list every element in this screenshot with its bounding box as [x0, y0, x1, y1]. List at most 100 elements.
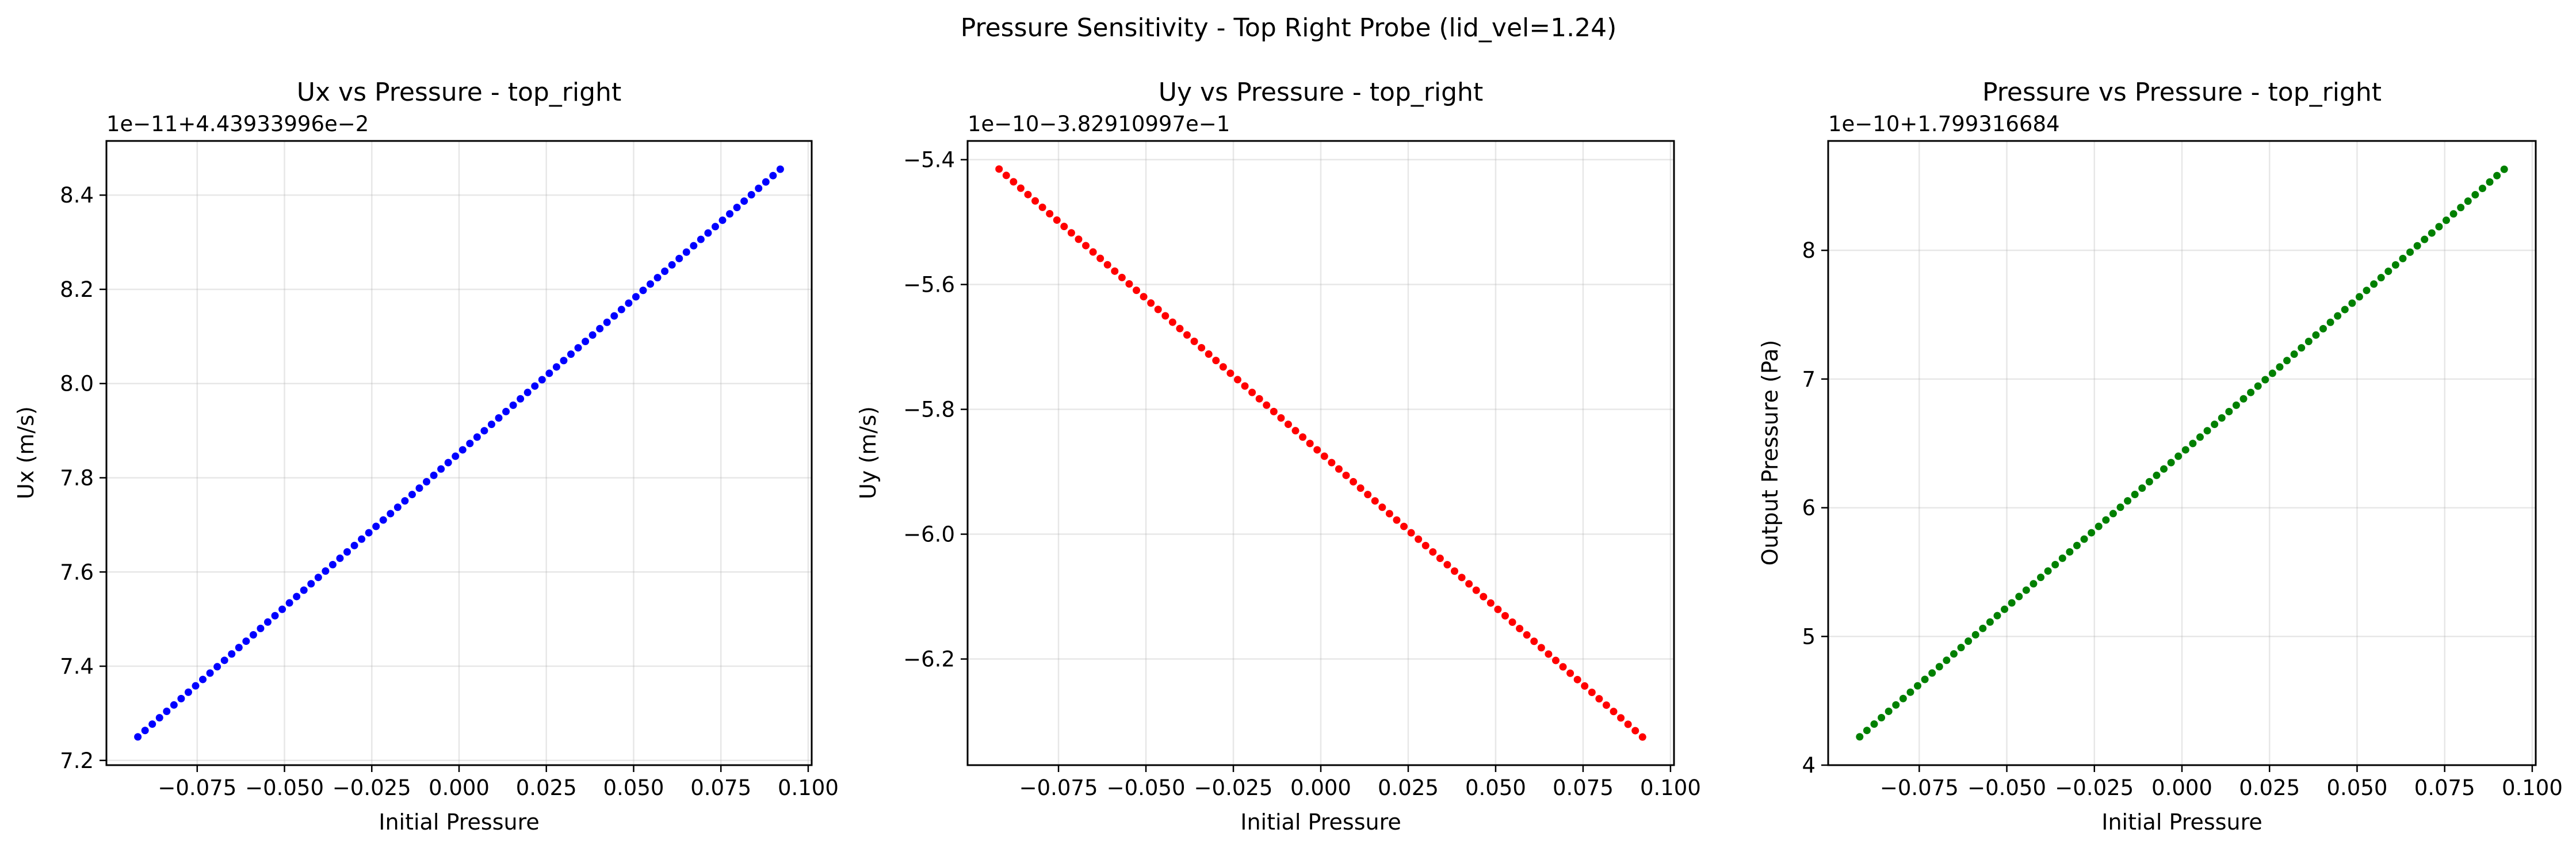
- panel-ux: Ux vs Pressure - top_right 1e−11+4.43933…: [13, 78, 839, 835]
- panel-uy-ytick-label: −5.6: [903, 273, 955, 297]
- panel-uy-data-point: [1299, 433, 1307, 441]
- panel-ux-data-point: [415, 484, 423, 492]
- panel-pressure-data-point: [2232, 401, 2240, 409]
- panel-ux-yticks: 7.2 7.4 7.6 7.8 8.0 8.2 8.4: [60, 183, 106, 773]
- panel-uy-data-point: [1147, 299, 1155, 307]
- panel-ux-data-point: [552, 363, 560, 371]
- panel-ux-data-point: [350, 541, 358, 549]
- panel-uy-data-point: [1494, 605, 1502, 613]
- panel-uy-data-point: [1356, 484, 1365, 492]
- panel-uy-xtick-label: 0.000: [1290, 775, 1351, 800]
- panel-pressure-data-point: [2124, 497, 2132, 505]
- panel-ux-data-point: [452, 452, 460, 460]
- panel-uy-data-point: [1010, 178, 1018, 186]
- panel-pressure-data-point: [2008, 599, 2016, 607]
- panel-pressure-ytick-label: 6: [1802, 496, 1816, 521]
- panel-ux-grid: [106, 141, 812, 765]
- panel-uy-data-point: [1523, 631, 1531, 639]
- panel-ux-xtick-label: 0.025: [516, 775, 577, 800]
- panel-uy-yticks: −6.2 −6.0 −5.8 −5.6 −5.4: [903, 148, 968, 672]
- panel-pressure-data-point: [2095, 522, 2103, 530]
- figure-suptitle: Pressure Sensitivity - Top Right Probe (…: [961, 13, 1617, 43]
- panel-pressure-data-point: [2391, 261, 2399, 269]
- panel-pressure-data-point: [2211, 421, 2219, 429]
- panel-uy-data-point: [1364, 491, 1372, 499]
- panel-ux-data-point: [358, 535, 366, 543]
- panel-pressure-title: Pressure vs Pressure - top_right: [1982, 78, 2382, 107]
- panel-pressure-data-point: [2196, 433, 2204, 441]
- panel-ux-data-point: [480, 427, 488, 435]
- panel-ux-data-point: [466, 440, 474, 448]
- panel-ux-data-point: [574, 344, 582, 352]
- panel-pressure-data-point: [2370, 280, 2378, 288]
- panel-uy-ytick-label: −6.2: [903, 647, 955, 672]
- panel-pressure-ytick-label: 7: [1802, 367, 1816, 392]
- panel-pressure-data-point: [2239, 395, 2248, 403]
- panel-pressure-data-point: [2312, 331, 2320, 339]
- panel-uy-data-point: [1443, 561, 1451, 569]
- panel-ux-data-point: [307, 580, 315, 588]
- panel-uy-data-point: [1168, 318, 1176, 326]
- panel-uy-data-point: [1638, 733, 1646, 741]
- panel-uy-xtick-label: 0.050: [1465, 775, 1526, 800]
- panel-ux-data-point: [697, 235, 705, 243]
- panel-ux-data-point: [293, 593, 301, 601]
- panel-pressure-data-point: [2167, 459, 2175, 467]
- panel-uy-data-point: [1566, 669, 1574, 677]
- panel-ux-xlabel: Initial Pressure: [379, 809, 540, 835]
- panel-pressure-data-point: [1993, 612, 2001, 620]
- panel-ux-data-point: [263, 618, 272, 626]
- panel-pressure-data-point: [2290, 350, 2298, 358]
- panel-uy-data-point: [1241, 382, 1249, 390]
- panel-uy-offset-text: 1e−10−3.82910997e−1: [968, 112, 1230, 136]
- panel-ux-data-point: [747, 190, 755, 198]
- panel-uy-data-point: [1291, 427, 1300, 435]
- panel-ux-data-point: [343, 548, 351, 556]
- panel-ux-data-point: [365, 529, 373, 537]
- panel-pressure-data-point: [1935, 663, 1943, 671]
- panel-ux-data-point: [328, 561, 337, 569]
- panel-pressure-data-point: [2153, 471, 2161, 479]
- panel-pressure-xtick-label: 0.075: [2414, 775, 2475, 800]
- panel-uy-data-point: [1610, 708, 1618, 716]
- panel-uy-data-point: [1545, 650, 1553, 658]
- panel-pressure-data-point: [2471, 191, 2479, 199]
- panel-ux-data-point: [401, 497, 409, 505]
- panel-ux-data-point: [661, 268, 669, 276]
- panel-pressure-data-point: [1892, 701, 1900, 709]
- panel-ux-ytick-label: 8.2: [60, 277, 94, 302]
- panel-ux-data-point: [322, 567, 330, 575]
- panel-pressure-data-point: [2384, 268, 2392, 276]
- panel-pressure-data-point: [1885, 707, 1893, 715]
- panel-pressure-data-point: [2247, 388, 2255, 396]
- panel-uy-data-point: [1067, 229, 1075, 237]
- panel-pressure-yticks: 4 5 6 7 8: [1802, 238, 1828, 778]
- panel-uy-xticks: −0.075 −0.050 −0.025 0.000 0.025 0.050 0.075 0.…: [1019, 765, 1701, 800]
- panel-uy-data-point: [1024, 190, 1032, 198]
- panel-pressure-data-point: [2080, 535, 2088, 543]
- panel-pressure-data-point: [2181, 446, 2189, 454]
- panel-uy-data-point: [1501, 612, 1509, 620]
- panel-uy-data-point: [1082, 242, 1090, 250]
- panel-pressure-data-point: [2348, 299, 2356, 307]
- panel-pressure-ytick-label: 8: [1802, 238, 1816, 263]
- panel-uy-data-point: [1226, 369, 1235, 377]
- panel-ux-data-point: [249, 631, 257, 639]
- panel-uy-data-point: [1385, 510, 1393, 518]
- panel-ux-data-point: [682, 248, 690, 256]
- panel-ux-data-point: [314, 574, 322, 582]
- panel-ux-data-point: [733, 204, 741, 212]
- panel-pressure-data-point: [1943, 656, 1951, 664]
- panel-ux-title: Ux vs Pressure - top_right: [297, 78, 621, 107]
- panel-ux-ylabel: Ux (m/s): [13, 406, 39, 499]
- panel-uy-data-point: [1140, 293, 1148, 301]
- panel-uy-data-point: [1508, 618, 1516, 626]
- panel-pressure-data-point: [1950, 650, 1958, 658]
- panel-ux-data-point: [560, 357, 568, 365]
- panel-pressure-xtick-label: −0.025: [2055, 775, 2134, 800]
- panel-uy-data-point: [1154, 305, 1162, 314]
- panel-uy-data-point: [1176, 324, 1184, 333]
- panel-pressure-data-point: [2486, 178, 2494, 186]
- panel-uy-data-point: [1031, 197, 1039, 205]
- panel-ux-data-point: [213, 663, 221, 671]
